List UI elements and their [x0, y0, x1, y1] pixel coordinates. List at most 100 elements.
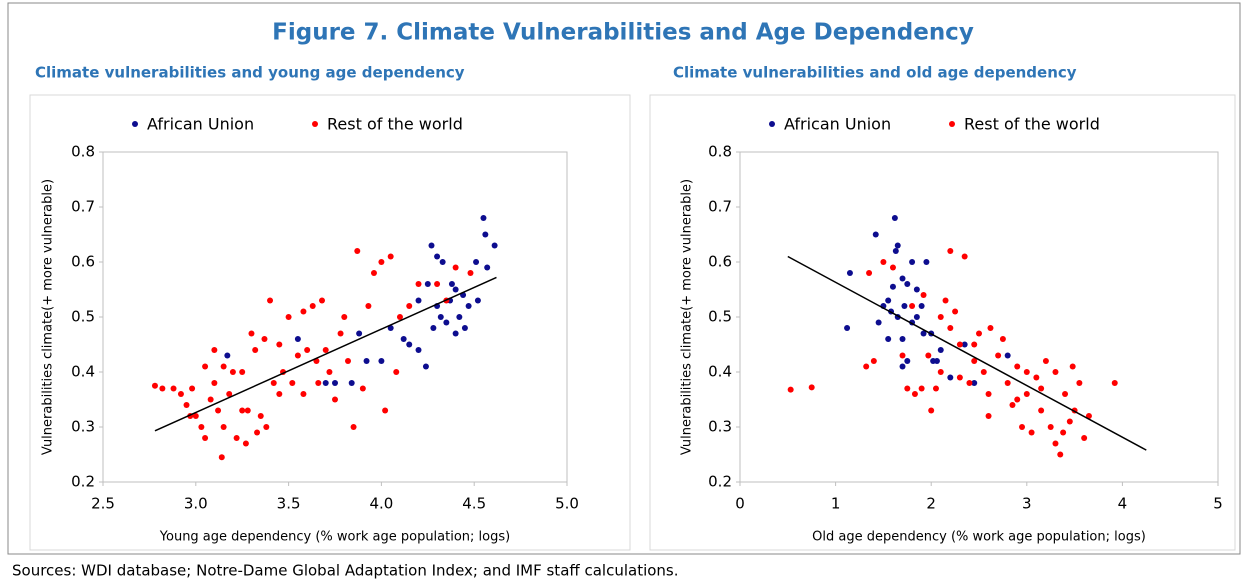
data-point	[1042, 358, 1049, 364]
y-tick-label: 0.6	[71, 253, 95, 271]
data-point	[189, 385, 196, 392]
y-tick-label: 0.2	[708, 473, 732, 491]
data-point	[473, 259, 480, 265]
data-point	[1038, 407, 1045, 414]
data-point	[434, 281, 441, 287]
data-point	[985, 391, 992, 397]
data-point	[170, 385, 177, 392]
data-point	[1111, 380, 1118, 386]
data-point	[1069, 363, 1076, 370]
data-point	[808, 384, 815, 391]
data-point	[393, 369, 400, 375]
legend-label: African Union	[147, 115, 254, 134]
data-point	[787, 386, 794, 393]
data-point	[387, 253, 394, 260]
data-point	[999, 336, 1006, 342]
data-point	[947, 248, 954, 254]
data-point	[294, 336, 301, 342]
y-tick-label: 0.4	[708, 363, 732, 381]
x-tick-label: 3	[1022, 495, 1032, 513]
chart-subtitle: Climate vulnerabilities and old age depe…	[673, 64, 1077, 82]
data-point	[885, 297, 892, 304]
x-tick-label: 2.5	[91, 495, 115, 513]
data-point	[151, 382, 158, 389]
x-axis-title: Old age dependency (% work age populatio…	[812, 530, 1146, 545]
data-point	[899, 363, 906, 370]
data-point	[233, 435, 240, 441]
data-point	[980, 369, 987, 375]
x-tick-label: 4	[1118, 495, 1128, 513]
data-point	[348, 380, 355, 386]
data-point	[370, 270, 377, 276]
legend-marker	[312, 121, 318, 127]
data-point	[443, 319, 450, 326]
data-point	[1052, 369, 1059, 375]
data-point	[956, 341, 963, 348]
data-point	[356, 330, 363, 337]
data-point	[224, 352, 231, 359]
data-point	[229, 369, 236, 375]
data-point	[211, 380, 218, 386]
data-point	[491, 242, 498, 249]
legend-label: African Union	[784, 115, 891, 134]
data-point	[220, 424, 227, 430]
data-point	[880, 259, 887, 265]
trend-line	[154, 276, 497, 432]
data-point	[400, 336, 407, 342]
data-point	[215, 407, 222, 414]
data-point	[261, 336, 268, 342]
data-point	[872, 231, 879, 238]
data-point	[909, 303, 916, 309]
data-point	[456, 314, 463, 320]
data-point	[378, 358, 385, 364]
legend-marker	[949, 121, 955, 127]
data-point	[294, 352, 301, 359]
y-tick-label: 0.7	[708, 198, 732, 216]
data-point	[875, 319, 882, 326]
plot-area	[102, 151, 568, 483]
data-point	[844, 325, 851, 331]
data-point	[202, 363, 209, 370]
data-point	[891, 215, 898, 221]
y-tick-label: 0.8	[708, 143, 732, 161]
data-point	[866, 270, 873, 276]
data-point	[937, 347, 944, 353]
data-point	[252, 347, 259, 353]
data-point	[452, 264, 459, 271]
data-point	[437, 314, 444, 320]
data-point	[382, 407, 389, 414]
data-point	[220, 363, 227, 370]
data-point	[365, 303, 372, 309]
data-point	[430, 325, 437, 331]
data-point	[396, 314, 403, 320]
data-point	[947, 325, 954, 331]
data-point	[1038, 385, 1045, 392]
data-point	[1009, 402, 1016, 408]
data-point	[198, 424, 205, 430]
y-tick-label: 0.4	[71, 363, 95, 381]
data-point	[920, 292, 927, 298]
data-point	[242, 440, 249, 447]
figure-frame	[7, 2, 1241, 555]
data-point	[465, 303, 472, 309]
figure-title: Figure 7. Climate Vulnerabilities and Ag…	[272, 20, 974, 46]
data-point	[406, 341, 413, 348]
data-point	[322, 347, 329, 353]
data-point	[428, 242, 435, 249]
data-point	[263, 424, 270, 430]
data-point	[484, 264, 491, 271]
data-point	[439, 259, 446, 265]
data-point	[276, 391, 283, 397]
data-point	[904, 385, 911, 392]
data-point	[899, 352, 906, 359]
data-point	[913, 286, 920, 293]
data-point	[326, 369, 333, 375]
data-point	[1076, 380, 1083, 386]
data-point	[239, 407, 246, 414]
data-point	[937, 369, 944, 375]
data-point	[244, 407, 251, 414]
data-point	[942, 297, 949, 304]
data-point	[467, 270, 474, 276]
data-point	[202, 435, 209, 441]
